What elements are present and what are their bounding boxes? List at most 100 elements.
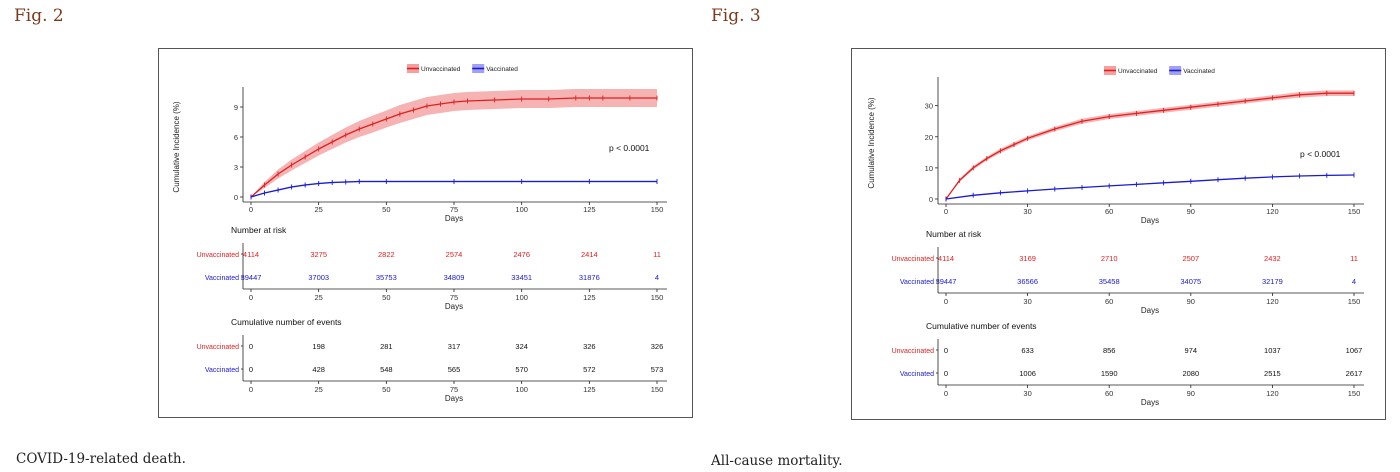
x-tick-label: 150 [651, 205, 664, 214]
x-axis-label: Days [445, 214, 463, 223]
risk-cell: 32179 [1262, 277, 1283, 286]
x-tick-label: 0 [944, 207, 948, 216]
risk-cell: 37003 [308, 273, 329, 282]
p-value: p < 0.0001 [609, 143, 650, 153]
y-tick-label: 10 [925, 164, 933, 173]
risk-cell: 2414 [581, 250, 598, 259]
events-row-label: Vaccinated [900, 371, 934, 378]
x-tick-label: 25 [314, 205, 322, 214]
events-cell: 0 [944, 346, 948, 355]
risk-x-tick-label: 90 [1187, 297, 1195, 306]
events-x-tick-label: 0 [944, 389, 948, 398]
events-cell: 326 [651, 342, 664, 351]
y-tick-label: 0 [234, 193, 238, 202]
risk-cell: 34075 [1180, 277, 1201, 286]
risk-cell: 35458 [1099, 277, 1120, 286]
risk-cell: 4114 [243, 250, 259, 259]
y-tick-label: 20 [925, 133, 933, 142]
risk-cell: 2710 [1101, 254, 1118, 263]
x-tick-label: 125 [583, 205, 596, 214]
events-x-axis-label: Days [1141, 398, 1159, 407]
risk-cell: 4 [655, 273, 659, 282]
events-cell: 0 [249, 365, 253, 374]
risk-x-tick-label: 75 [450, 293, 458, 302]
events-cell: 198 [312, 342, 325, 351]
events-cell: 0 [944, 369, 948, 378]
risk-x-tick-label: 25 [314, 293, 322, 302]
events-x-tick-label: 125 [583, 385, 596, 394]
y-axis-label: Cumulative Incidence (%) [172, 101, 181, 192]
risk-cell: 4 [1352, 277, 1356, 286]
risk-cell: 2432 [1264, 254, 1281, 263]
risk-cell: 4114 [938, 254, 954, 263]
ci-band-vaccinated [946, 174, 1354, 199]
risk-row-label: Unvaccinated [197, 252, 240, 259]
fig3-panel: Unvaccinated Vaccinated 0 10 20 30 Cumulative … [851, 48, 1386, 420]
risk-x-tick-label: 150 [651, 293, 664, 302]
y-tick-label: 3 [234, 163, 238, 172]
risk-row-label: Unvaccinated [892, 256, 935, 263]
events-cell: 317 [448, 342, 461, 351]
risk-cell: 33451 [511, 273, 532, 282]
risk-cell: 39447 [241, 273, 262, 282]
risk-row-label: Vaccinated [900, 279, 934, 286]
legend-label-1: Vaccinated [1183, 68, 1215, 75]
events-x-tick-label: 25 [314, 385, 322, 394]
events-x-tick-label: 90 [1187, 389, 1195, 398]
events-cell: 1067 [1346, 346, 1363, 355]
events-row-label: Unvaccinated [197, 344, 240, 351]
risk-x-tick-label: 0 [944, 297, 948, 306]
x-tick-label: 75 [450, 205, 458, 214]
x-tick-label: 50 [382, 205, 390, 214]
events-row-label: Unvaccinated [892, 348, 935, 355]
events-x-tick-label: 50 [382, 385, 390, 394]
events-cell: 856 [1103, 346, 1116, 355]
events-cell: 281 [380, 342, 393, 351]
events-x-tick-label: 0 [249, 385, 253, 394]
risk-x-tick-label: 120 [1266, 297, 1279, 306]
risk-cell: 35753 [376, 273, 397, 282]
risk-cell: 2574 [446, 250, 463, 259]
events-x-tick-label: 75 [450, 385, 458, 394]
y-tick-label: 6 [234, 133, 238, 142]
risk-x-tick-label: 125 [583, 293, 596, 302]
events-table-title: Cumulative number of events [926, 321, 1037, 331]
events-cell: 570 [515, 365, 528, 374]
risk-cell: 31876 [579, 273, 600, 282]
p-value: p < 0.0001 [1300, 149, 1341, 159]
events-row-label: Vaccinated [205, 367, 239, 374]
y-tick-label: 9 [234, 103, 238, 112]
events-cell: 573 [651, 365, 664, 374]
events-x-tick-label: 120 [1266, 389, 1279, 398]
events-cell: 326 [583, 342, 596, 351]
legend-label-1: Vaccinated [486, 66, 518, 73]
x-tick-label: 150 [1348, 207, 1361, 216]
fig2-chart: Unvaccinated Vaccinated 0 3 6 9 Cumulative Inc… [172, 64, 667, 403]
legend-label-0: Unvaccinated [421, 66, 461, 73]
events-x-tick-label: 150 [651, 385, 664, 394]
risk-x-tick-label: 150 [1348, 297, 1361, 306]
y-tick-label: 30 [925, 102, 933, 111]
events-cell: 572 [583, 365, 596, 374]
events-x-tick-label: 30 [1023, 389, 1031, 398]
events-cell: 633 [1021, 346, 1034, 355]
risk-x-axis-label: Days [445, 302, 463, 311]
risk-cell: 39447 [936, 277, 957, 286]
series-line-vaccinated [945, 174, 1355, 200]
fig2-caption: COVID-19-related death. [16, 451, 186, 467]
events-cell: 1006 [1019, 369, 1036, 378]
fig2-panel: Unvaccinated Vaccinated 0 3 6 9 Cumulative Inc… [158, 48, 693, 418]
x-tick-label: 120 [1266, 207, 1279, 216]
risk-x-tick-label: 100 [515, 293, 528, 302]
risk-cell: 3169 [1019, 254, 1036, 263]
legend-label-0: Unvaccinated [1118, 68, 1158, 75]
y-axis-label: Cumulative Incidence (%) [867, 97, 876, 188]
risk-cell: 2507 [1182, 254, 1199, 263]
x-tick-label: 90 [1187, 207, 1195, 216]
fig3-label: Fig. 3 [711, 6, 761, 26]
fig3-caption: All-cause mortality. [711, 453, 843, 469]
events-cell: 1590 [1101, 369, 1118, 378]
risk-x-tick-label: 60 [1105, 297, 1113, 306]
x-axis-label: Days [1141, 216, 1159, 225]
events-cell: 1037 [1264, 346, 1281, 355]
